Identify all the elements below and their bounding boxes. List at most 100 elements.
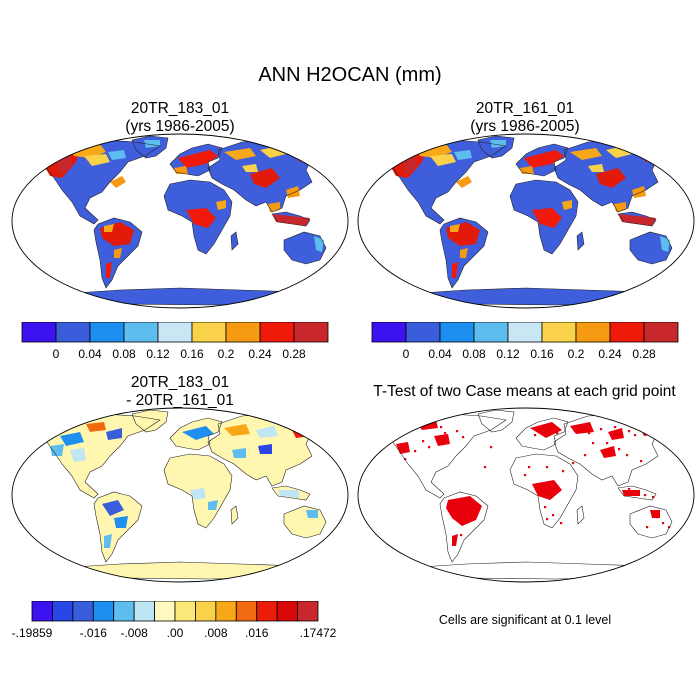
colorbar-swatch [297, 601, 319, 622]
significant-cell [464, 512, 467, 515]
coastline-australia [629, 231, 673, 265]
coastline-north-america [383, 137, 507, 225]
significant-cell [408, 422, 411, 425]
significant-cell [404, 458, 407, 461]
colorbar-swatch [405, 322, 441, 343]
diff-value-patch [70, 448, 86, 462]
case-value-patch [242, 164, 258, 172]
diff-value-patch [232, 448, 246, 458]
coastline-africa [163, 179, 233, 255]
colorbar-swatch [609, 322, 645, 343]
significant-cell [628, 488, 631, 491]
diff-value-patch [208, 500, 218, 510]
main-title: ANN H2OCAN (mm) [258, 64, 442, 86]
colorbar-tick-label: 0.04 [78, 347, 102, 361]
coastline-europe [169, 417, 223, 451]
colorbar-swatch [52, 601, 74, 622]
coastline-australia [283, 505, 327, 539]
colorbar-tick-label: 0.16 [530, 347, 554, 361]
colorbar-swatch [439, 322, 475, 343]
coastline-new-zealand [329, 257, 337, 273]
significant-cell [640, 460, 643, 463]
significant-cell [400, 428, 403, 431]
coastline-madagascar [576, 231, 585, 251]
diff-value-patch [104, 534, 112, 548]
panel-title-diff-line2: - 20TR_161_01 [126, 392, 234, 409]
colorbar-tick-label: -.016 [80, 626, 108, 640]
panel-title-case1-line2: (yrs 1986-2005) [125, 118, 235, 135]
panel-title-case2: 20TR_161_01 (yrs 1986-2005) [405, 100, 645, 136]
coastline-europe [515, 143, 569, 177]
coastline-australia [629, 505, 673, 539]
significant-cell [444, 432, 447, 435]
case-value-patch [452, 262, 458, 278]
case-value-patch [490, 140, 506, 148]
significant-cell [656, 516, 659, 519]
colorbar-swatch [21, 322, 57, 343]
colorbar-swatch [31, 601, 53, 622]
case-value-patch [110, 176, 126, 188]
case-value-patch [108, 150, 126, 160]
case-value-patch [84, 154, 110, 166]
colorbar-tick-label: .008 [204, 626, 228, 640]
diff-value-patch [114, 516, 128, 528]
diff-value-patch [256, 426, 278, 438]
panel-title-case1: 20TR_183_01 (yrs 1986-2005) [60, 100, 300, 136]
map-frame [11, 407, 349, 583]
colorbar-swatch [507, 322, 543, 343]
case-value-patch [178, 150, 218, 168]
colorbar-swatch [235, 601, 258, 622]
significant-cells [446, 496, 482, 526]
significance-note: Cells are significant at 0.1 level [438, 613, 612, 627]
coastline-madagascar [230, 231, 239, 251]
significant-cell [618, 448, 621, 451]
case-value-patch [524, 150, 564, 168]
significant-cell [556, 432, 559, 435]
coastline-indonesia [617, 485, 657, 501]
diff-value-patch [306, 510, 318, 518]
coastline-new-zealand [675, 531, 683, 547]
map-frame [357, 407, 695, 583]
colorbar-tick-label: 0.12 [496, 347, 520, 361]
significant-cell [606, 442, 609, 445]
colorbar-swatch [133, 601, 155, 622]
coastline-africa [509, 179, 579, 255]
coastline-north-america [37, 411, 161, 499]
significant-cell [614, 426, 617, 429]
coastline-south-america [439, 491, 489, 563]
significant-cell [546, 466, 549, 469]
case-value-patch [596, 168, 626, 188]
case-value-patch [104, 224, 114, 232]
significant-cells [622, 490, 640, 496]
case-value-patch [614, 202, 626, 212]
land-new-zealand [330, 258, 336, 272]
coastline-africa [509, 453, 579, 529]
coastline-madagascar [576, 505, 585, 525]
colorbar-swatch [191, 322, 227, 343]
land-new-zealand [330, 532, 336, 546]
significant-cell [592, 442, 595, 445]
case-value-patch [570, 148, 602, 160]
significant-cell [440, 426, 443, 429]
colorbar-tick-label: 0.2 [218, 347, 235, 361]
map-diff [11, 407, 349, 583]
significant-cell [426, 426, 429, 429]
case-value-patch [272, 214, 310, 226]
colorbar-tick-label: -.008 [120, 626, 148, 640]
colorbar-tick-label: 0.04 [428, 347, 452, 361]
land-new-zealand [676, 532, 682, 546]
significant-cells [434, 434, 450, 446]
coastline-new-zealand [329, 531, 337, 547]
colorbar-tick-label: .016 [245, 626, 269, 640]
colorbar-tick-label: 0 [403, 347, 410, 361]
significant-cell [524, 474, 527, 477]
coastline-africa [163, 453, 233, 529]
significant-cell [414, 450, 417, 453]
significant-cell [648, 432, 651, 435]
significant-cell [548, 428, 551, 431]
significant-cell [600, 428, 603, 431]
colorbar-swatch [123, 322, 159, 343]
panel-title-case1-line1: 20TR_183_01 [130, 100, 230, 117]
case-value-patch [224, 148, 256, 160]
significant-cell [462, 436, 465, 439]
